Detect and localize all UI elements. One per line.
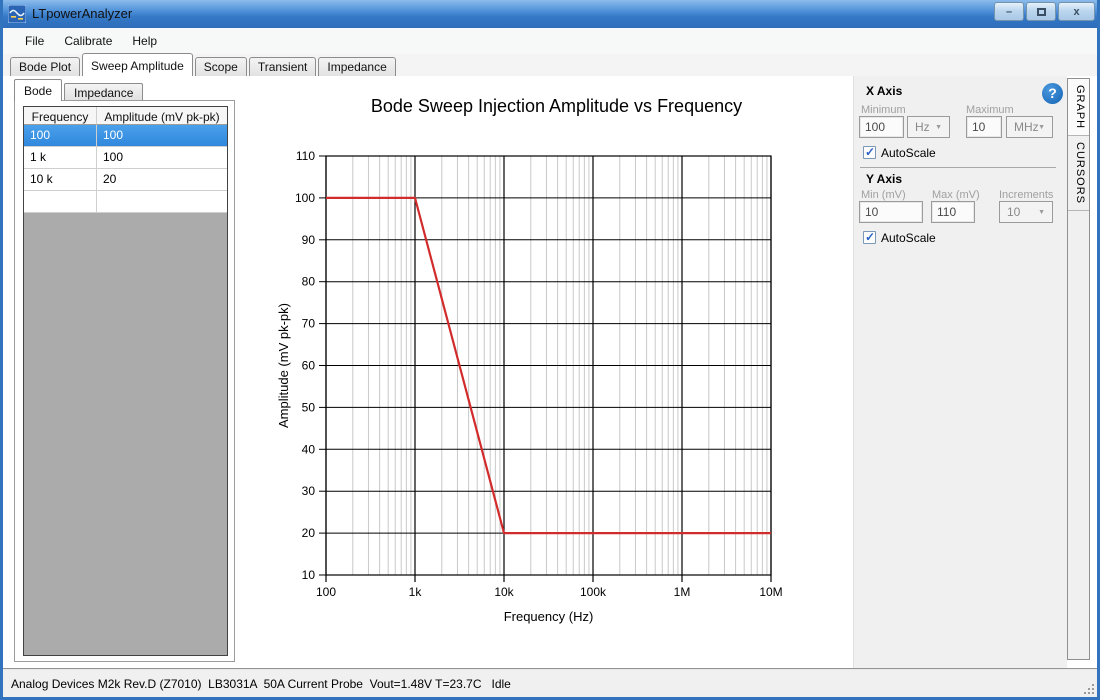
left-sub-tab-strip: Bode Impedance [14,79,145,101]
status-text: Analog Devices M2k Rev.D (Z7010) LB3031A… [11,677,511,691]
svg-text:1M: 1M [674,585,691,599]
maximize-icon [1036,7,1046,16]
cell-frequency[interactable] [24,191,97,213]
x-autoscale-checkbox[interactable] [863,145,876,159]
table-header-row: Frequency Amplitude (mV pk-pk) [24,107,227,125]
x-min-input[interactable]: 100 [859,116,904,138]
x-autoscale-label[interactable]: AutoScale [881,146,936,160]
col-amplitude[interactable]: Amplitude (mV pk-pk) [97,107,227,125]
cell-frequency[interactable]: 1 k [24,147,97,169]
tab-sweep-amplitude[interactable]: Sweep Amplitude [82,53,193,76]
tab-transient[interactable]: Transient [248,57,317,76]
menu-calibrate[interactable]: Calibrate [64,34,113,48]
sweep-amplitude-page: Bode Impedance Frequency Amplitude (mV p… [3,76,1097,668]
amplitude-table: Frequency Amplitude (mV pk-pk) 100 100 1… [23,106,228,656]
minimum-label: Minimum [861,104,906,116]
status-bar: Analog Devices M2k Rev.D (Z7010) LB3031A… [3,668,1097,697]
bode-amplitude-panel: Frequency Amplitude (mV pk-pk) 100 100 1… [14,100,235,662]
svg-text:10k: 10k [494,585,514,599]
window-title: LTpowerAnalyzer [32,6,133,21]
subtab-bode[interactable]: Bode [14,79,63,101]
help-icon[interactable]: ? [1042,83,1063,104]
maximize-button[interactable] [1026,2,1056,21]
cell-amplitude[interactable]: 100 [97,125,227,147]
app-icon [8,5,26,23]
svg-text:40: 40 [302,442,316,456]
svg-text:100: 100 [295,191,315,205]
increments-dropdown[interactable]: 10 [999,201,1053,223]
x-max-input[interactable]: 10 [966,116,1002,138]
table-row[interactable]: 100 100 [24,125,227,147]
y-autoscale-checkbox[interactable] [863,230,876,244]
table-row[interactable]: 1 k 100 [24,147,227,169]
svg-text:80: 80 [302,275,316,289]
svg-text:20: 20 [302,526,316,540]
maximum-label: Maximum [966,104,1014,116]
chart-area: 10 20 30 40 50 60 70 80 90 100 110 100 1k 10k 100k 1M 10… [236,76,851,668]
menu-help[interactable]: Help [132,34,158,48]
main-tab-strip: Bode Plot Sweep Amplitude Scope Transien… [3,53,1097,76]
svg-text:1k: 1k [409,585,423,599]
side-tab-cursors[interactable]: CURSORS [1068,136,1089,212]
x-max-unit-dropdown[interactable]: MHz [1006,116,1053,138]
resize-grip[interactable] [1081,681,1094,694]
y-max-input[interactable]: 110 [931,201,975,223]
y-min-label: Min (mV) [861,189,906,201]
y-axis-label: Amplitude (mV pk-pk) [276,303,291,428]
title-bar[interactable]: LTpowerAnalyzer – x [3,0,1097,28]
menu-bar: File Calibrate Help [3,28,1097,54]
increments-label: Increments [999,189,1054,201]
table-row[interactable] [24,191,227,213]
svg-text:30: 30 [302,484,316,498]
chart-title: Bode Sweep Injection Amplitude vs Freque… [371,96,742,116]
svg-text:100: 100 [316,585,336,599]
tab-scope[interactable]: Scope [194,57,247,76]
side-tab-graph[interactable]: GRAPH [1068,79,1089,137]
window-border [3,697,1097,700]
close-button[interactable]: x [1058,2,1095,21]
amplitude-vs-frequency-chart: 10 20 30 40 50 60 70 80 90 100 110 100 1k 10k 100k 1M 10… [276,96,783,624]
svg-text:70: 70 [302,317,316,331]
minimize-button[interactable]: – [994,2,1024,21]
col-frequency[interactable]: Frequency [24,107,97,125]
graph-settings-panel: X Axis ? Minimum Maximum 100 Hz 10 MHz A… [853,76,1067,668]
y-min-input[interactable]: 10 [859,201,923,223]
svg-text:60: 60 [302,359,316,373]
x-min-unit-dropdown[interactable]: Hz [907,116,950,138]
x-axis-label: Frequency (Hz) [504,609,594,624]
subtab-impedance[interactable]: Impedance [64,83,144,101]
cell-frequency[interactable]: 10 k [24,169,97,191]
y-axis-section-title: Y Axis [866,172,903,186]
section-divider [860,167,1056,168]
tab-impedance[interactable]: Impedance [318,57,396,76]
tab-bode-plot[interactable]: Bode Plot [10,57,81,76]
series-line [326,196,771,535]
svg-text:10: 10 [302,568,316,582]
svg-text:100k: 100k [580,585,607,599]
cell-amplitude[interactable] [97,191,227,213]
y-autoscale-label[interactable]: AutoScale [881,231,936,245]
svg-text:110: 110 [296,149,315,163]
cell-amplitude[interactable]: 100 [97,147,227,169]
cell-frequency[interactable]: 100 [24,125,97,147]
x-axis-section-title: X Axis [866,84,903,98]
menu-file[interactable]: File [25,34,45,48]
svg-text:50: 50 [302,400,316,414]
table-row[interactable]: 10 k 20 [24,169,227,191]
cell-amplitude[interactable]: 20 [97,169,227,191]
svg-text:90: 90 [302,233,316,247]
side-tab-strip: GRAPH CURSORS [1067,78,1090,660]
y-max-label: Max (mV) [932,189,980,201]
svg-text:10M: 10M [759,585,782,599]
